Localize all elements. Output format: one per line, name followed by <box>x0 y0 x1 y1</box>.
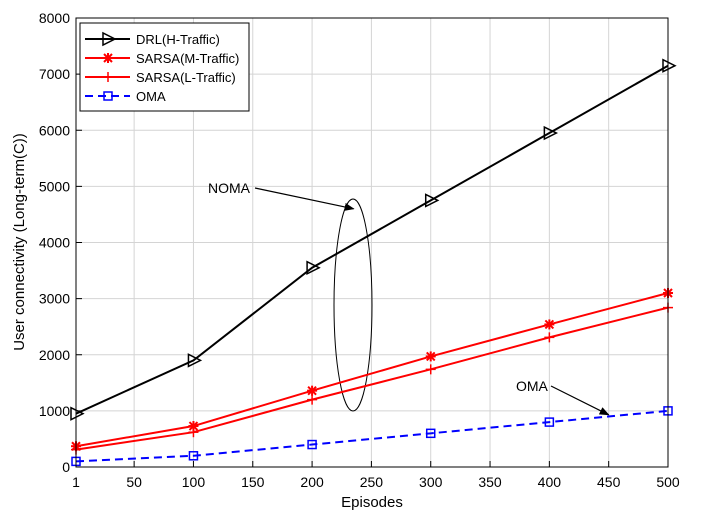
data-point <box>544 417 555 427</box>
x-axis-label: Episodes <box>341 494 403 511</box>
noma-ellipse-group <box>333 198 373 412</box>
annotation-arrow <box>550 385 610 416</box>
y-tick-label: 0 <box>62 459 70 475</box>
legend-label: SARSA(M-Traffic) <box>136 51 239 66</box>
data-point <box>307 385 318 396</box>
data-point <box>425 351 436 362</box>
x-tick-label: 200 <box>300 474 324 490</box>
data-point <box>543 125 559 141</box>
axis-ticks: 1 50 100 150 200 250 300 350 400 450 5000100020003… <box>39 10 680 490</box>
annotations: NOMA OMA <box>208 180 610 416</box>
data-point <box>307 394 318 405</box>
y-tick-label: 5000 <box>39 178 70 194</box>
x-tick-label: 250 <box>360 474 384 490</box>
data-point <box>662 58 677 73</box>
data-point <box>187 353 203 368</box>
series-line <box>75 64 669 415</box>
data-point <box>306 260 321 275</box>
series-line <box>75 409 669 463</box>
data-point <box>425 364 436 375</box>
x-tick-label: 100 <box>182 474 206 490</box>
noma-ellipse <box>333 198 373 412</box>
data-point <box>188 427 199 438</box>
y-axis-label: User connectivity (Long-term(C)) <box>11 133 28 351</box>
star-stroke <box>426 351 436 362</box>
series-line <box>75 306 669 451</box>
legend-item: SARSA(M-Traffic) <box>85 51 239 66</box>
legend-marker <box>103 91 113 101</box>
legend-label: DRL(H-Traffic) <box>136 32 220 47</box>
x-tick-label: 150 <box>241 474 265 490</box>
annotation-label: OMA <box>516 378 549 394</box>
data-point <box>424 193 440 208</box>
y-tick-label: 8000 <box>39 10 70 26</box>
y-tick-label: 7000 <box>39 66 70 82</box>
x-tick-label: 300 <box>419 474 443 490</box>
legend: DRL(H-Traffic) SARSA(M-Traffic) SARSA(L-Tr… <box>79 22 250 112</box>
legend-marker <box>102 31 117 47</box>
x-tick-label: 50 <box>126 474 142 490</box>
series-line <box>75 292 669 448</box>
data-point <box>544 319 555 330</box>
y-tick-label: 1000 <box>39 403 70 419</box>
x-tick-label: 350 <box>478 474 502 490</box>
series-group <box>70 58 677 467</box>
star-stroke <box>544 319 555 330</box>
y-tick-label: 6000 <box>39 122 70 138</box>
legend-item: DRL(H-Traffic) <box>85 31 220 47</box>
legend-box <box>79 22 250 112</box>
data-point <box>425 428 436 439</box>
series-1 <box>70 58 677 421</box>
data-point <box>544 332 555 343</box>
legend-item: OMA <box>85 89 166 104</box>
annotation-arrow <box>254 187 355 211</box>
data-point <box>188 451 199 461</box>
legend-marker <box>103 53 113 63</box>
data-point <box>307 439 317 450</box>
annotation-label: NOMA <box>208 180 251 196</box>
star-stroke <box>307 385 317 396</box>
x-tick-label: 450 <box>597 474 621 490</box>
x-tick-label: 400 <box>538 474 562 490</box>
legend-marker <box>103 72 113 82</box>
legend-label: SARSA(L-Traffic) <box>136 70 236 85</box>
star-stroke <box>103 53 113 63</box>
y-tick-label: 3000 <box>39 291 70 307</box>
star-stroke <box>188 421 199 431</box>
legend-label: OMA <box>136 89 166 104</box>
y-tick-label: 2000 <box>39 347 70 363</box>
x-tick-label: 500 <box>656 474 680 490</box>
y-tick-label: 4000 <box>39 235 70 251</box>
legend-item: SARSA(L-Traffic) <box>85 70 236 85</box>
x-tick-label: 1 <box>72 474 80 490</box>
